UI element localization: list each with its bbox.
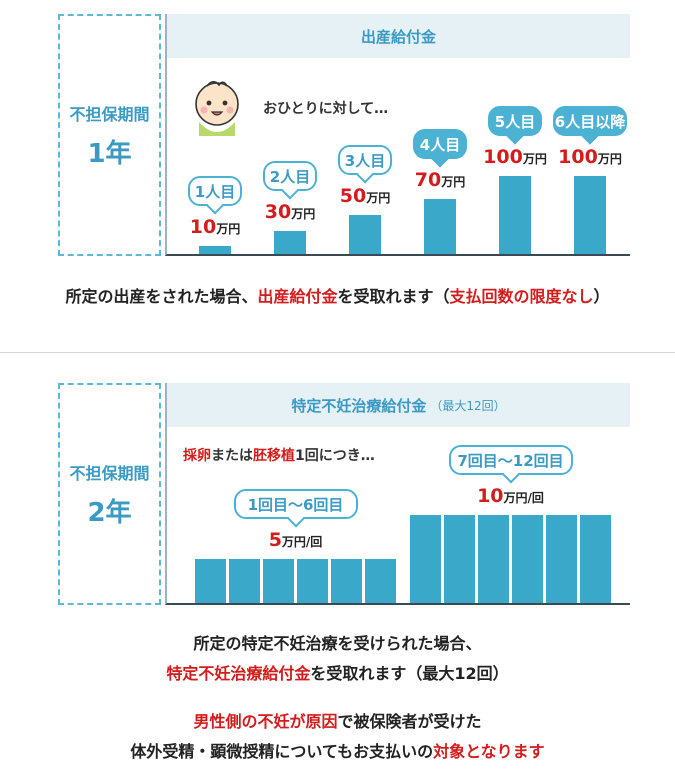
amount-label: 70万円 bbox=[404, 169, 476, 191]
group2-bar-4 bbox=[512, 515, 543, 603]
amount-number: 100 bbox=[558, 146, 598, 168]
amount-label: 50万円 bbox=[329, 185, 401, 207]
waiting-period-box-2: 不担保期間 2年 bbox=[58, 383, 161, 605]
amount-unit: 万円 bbox=[366, 191, 391, 205]
amount-number: 10 bbox=[189, 216, 217, 238]
group2-bar-5 bbox=[546, 515, 577, 603]
group2-bar-2 bbox=[444, 515, 475, 603]
amount-unit: 万円/回 bbox=[281, 535, 323, 549]
caption-highlight-infertility-benefit: 特定不妊治療給付金 bbox=[166, 664, 311, 683]
group1-bar-3 bbox=[263, 559, 294, 603]
person-count-bubble: 5人目 bbox=[488, 106, 542, 136]
person-count-bubble: 6人目以降 bbox=[553, 106, 627, 136]
birth-benefit-header: 出産給付金 bbox=[167, 14, 630, 58]
waiting-period-label: 不担保期間 bbox=[69, 463, 150, 483]
amount-label: 100万円 bbox=[554, 146, 626, 168]
amount-number: 10 bbox=[477, 485, 504, 507]
note-text: で被保険者が受けた bbox=[337, 712, 482, 731]
bar-2 bbox=[274, 231, 306, 254]
caption-highlight-limit: 支払回数の限度なし bbox=[449, 287, 594, 306]
amount-unit: 万円 bbox=[522, 152, 547, 166]
caption-text: を受取れます（最大12回） bbox=[310, 664, 509, 683]
person-count-bubble: 1人目 bbox=[188, 176, 242, 206]
amount-number: 70 bbox=[414, 169, 442, 191]
bar-3 bbox=[349, 215, 381, 254]
group1-label-bubble: 1回目〜6回目 bbox=[233, 489, 358, 519]
amount-unit: 万円/回 bbox=[503, 491, 544, 505]
infertility-benefit-chart: 特定不妊治療給付金 （最大12回） 採卵または胚移植1回につき… 5万円/回 1回目… bbox=[165, 383, 630, 605]
infertility-benefit-header: 特定不妊治療給付金 （最大12回） bbox=[167, 383, 630, 427]
amount-number: 30 bbox=[264, 201, 292, 223]
infertility-caption-line1: 所定の特定不妊治療を受けられた場合、 bbox=[193, 634, 482, 653]
group2-bar-6 bbox=[580, 515, 611, 603]
birth-benefit-title: 出産給付金 bbox=[360, 27, 436, 46]
intro-embryo-transfer: 胚移植 bbox=[253, 448, 295, 464]
waiting-period-label: 不担保期間 bbox=[69, 104, 150, 124]
group2-label-bubble: 7回目〜12回目 bbox=[448, 445, 573, 475]
caption-text-2: を受取れます（ bbox=[337, 287, 450, 306]
amount-label: 10万円 bbox=[179, 216, 251, 238]
waiting-period-value: 2年 bbox=[87, 497, 132, 528]
bar-4 bbox=[424, 199, 456, 254]
group2-bar-3 bbox=[478, 515, 509, 603]
group1-bar-2 bbox=[229, 559, 260, 603]
birth-benefit-chart: 出産給付金 おひとりに対して… 10万円 1人目 30万円 2人目 50万円 3人目 70万… bbox=[165, 14, 630, 256]
amount-unit: 万円 bbox=[216, 222, 241, 236]
bar-1 bbox=[199, 246, 231, 254]
infertility-caption-line2: 特定不妊治療給付金を受取れます（最大12回） bbox=[0, 660, 675, 684]
infertility-benefit-title: 特定不妊治療給付金 bbox=[291, 396, 427, 415]
group2-amount: 10万円/回 bbox=[461, 485, 561, 507]
infertility-note-line2: 体外受精・顕微授精についてもお支払いの対象となります bbox=[0, 738, 675, 762]
group2-bar-1 bbox=[410, 515, 441, 603]
amount-unit: 万円 bbox=[597, 152, 622, 166]
amount-number: 5 bbox=[268, 529, 282, 551]
amount-number: 100 bbox=[483, 146, 523, 168]
infertility-benefit-intro: 採卵または胚移植1回につき… bbox=[183, 445, 375, 465]
person-count-bubble: 4人目 bbox=[413, 129, 467, 159]
group1-bar-4 bbox=[297, 559, 328, 603]
caption-text-1: 所定の出産をされた場合、 bbox=[65, 287, 258, 306]
bar-5 bbox=[499, 176, 531, 254]
note-highlight-covered: 対象となります bbox=[433, 742, 545, 761]
intro-or: または bbox=[211, 448, 253, 464]
caption-text-3: ） bbox=[593, 287, 610, 306]
amount-label: 100万円 bbox=[479, 146, 551, 168]
birth-benefit-caption: 所定の出産をされた場合、出産給付金を受取れます（支払回数の限度なし） bbox=[0, 283, 675, 307]
person-count-bubble: 2人目 bbox=[263, 161, 317, 191]
infertility-note-line1: 男性側の不妊が原因で被保険者が受けた bbox=[0, 708, 675, 732]
group1-bar-1 bbox=[195, 559, 226, 603]
bar-6 bbox=[574, 176, 606, 254]
group1-amount: 5万円/回 bbox=[246, 529, 346, 551]
group1-bar-6 bbox=[365, 559, 396, 603]
intro-egg-retrieval: 採卵 bbox=[183, 448, 211, 464]
group1-bar-5 bbox=[331, 559, 362, 603]
caption-highlight-benefit: 出産給付金 bbox=[257, 287, 338, 306]
person-count-bubble: 3人目 bbox=[338, 145, 392, 175]
section-divider bbox=[0, 352, 675, 353]
amount-label: 30万円 bbox=[254, 201, 326, 223]
note-highlight-male-cause: 男性側の不妊が原因 bbox=[193, 712, 338, 731]
amount-number: 50 bbox=[339, 185, 367, 207]
infertility-benefit-limit: （最大12回） bbox=[430, 398, 506, 413]
amount-unit: 万円 bbox=[441, 175, 466, 189]
waiting-period-value: 1年 bbox=[87, 138, 132, 169]
amount-unit: 万円 bbox=[291, 207, 316, 221]
waiting-period-box-1: 不担保期間 1年 bbox=[58, 14, 161, 256]
intro-per-time: 1回につき… bbox=[295, 448, 375, 464]
baby-icon bbox=[189, 76, 245, 138]
note-text: 体外受精・顕微授精についてもお支払いの bbox=[130, 742, 434, 761]
birth-benefit-intro: おひとりに対して… bbox=[263, 101, 389, 117]
